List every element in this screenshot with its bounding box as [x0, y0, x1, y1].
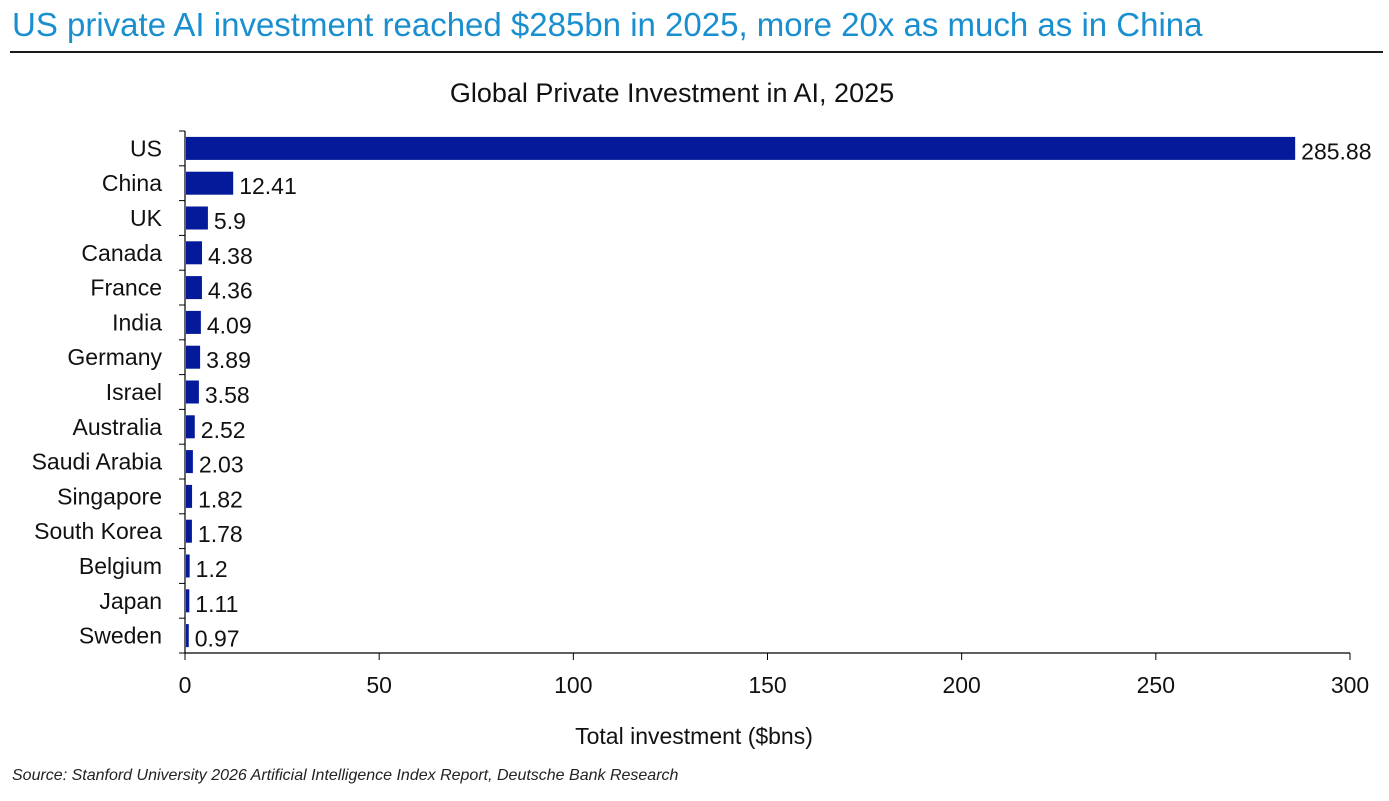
- bar: [186, 206, 208, 230]
- x-axis-label: Total investment ($bns): [575, 723, 813, 749]
- category-label: Saudi Arabia: [32, 449, 163, 475]
- chart-title: Global Private Investment in AI, 2025: [450, 78, 894, 108]
- data-label: 0.97: [195, 626, 240, 652]
- category-label: US: [130, 135, 162, 161]
- data-label: 285.88: [1301, 138, 1371, 164]
- category-label: UK: [130, 205, 163, 231]
- data-label: 2.03: [199, 452, 244, 478]
- data-label: 12.41: [239, 173, 297, 199]
- bar: [186, 450, 193, 474]
- category-label: France: [90, 275, 162, 301]
- bar: [186, 310, 201, 334]
- headline: US private AI investment reached $285bn …: [12, 6, 1203, 43]
- data-label: 5.9: [214, 208, 246, 234]
- bar: [186, 171, 234, 195]
- data-label: 1.78: [198, 521, 243, 547]
- x-tick-label: 100: [554, 672, 592, 698]
- category-label: India: [112, 309, 162, 335]
- x-tick-label: 50: [366, 672, 392, 698]
- bar: [186, 484, 193, 508]
- x-tick-label: 300: [1331, 672, 1369, 698]
- data-label: 4.38: [208, 243, 253, 269]
- data-label: 1.11: [195, 591, 238, 617]
- bar: [186, 345, 201, 369]
- data-label: 4.36: [208, 278, 253, 304]
- bar: [186, 380, 199, 404]
- bar: [186, 624, 189, 648]
- category-label: Canada: [81, 240, 162, 266]
- bar: [186, 276, 202, 300]
- headline-divider: [10, 51, 1383, 53]
- data-label: 3.89: [206, 347, 251, 373]
- category-label: South Korea: [34, 518, 162, 544]
- category-label: Germany: [67, 344, 162, 370]
- bar: [186, 589, 190, 613]
- bar: [186, 136, 1296, 160]
- bar: [186, 415, 195, 439]
- source-note: Source: Stanford University 2026 Artific…: [12, 767, 679, 784]
- data-label: 1.2: [196, 556, 228, 582]
- x-tick-label: 250: [1137, 672, 1175, 698]
- category-label: Singapore: [57, 483, 162, 509]
- category-label: Israel: [106, 379, 162, 405]
- bar: [186, 554, 190, 578]
- bar-chart: Global Private Investment in AI, 2025 0 50…: [32, 78, 1372, 749]
- category-label: Sweden: [79, 623, 162, 649]
- data-label: 2.52: [201, 417, 246, 443]
- x-tick-label: 0: [179, 672, 192, 698]
- category-label: Belgium: [79, 553, 162, 579]
- x-tick-label: 150: [748, 672, 786, 698]
- data-label: 1.82: [198, 486, 243, 512]
- category-label: China: [102, 170, 162, 196]
- x-tick-label: 200: [942, 672, 980, 698]
- bar: [186, 519, 192, 543]
- category-label: Japan: [99, 588, 162, 614]
- data-label: 3.58: [205, 382, 250, 408]
- bar: [186, 241, 203, 265]
- data-label: 4.09: [207, 312, 252, 338]
- category-label: Australia: [73, 414, 163, 440]
